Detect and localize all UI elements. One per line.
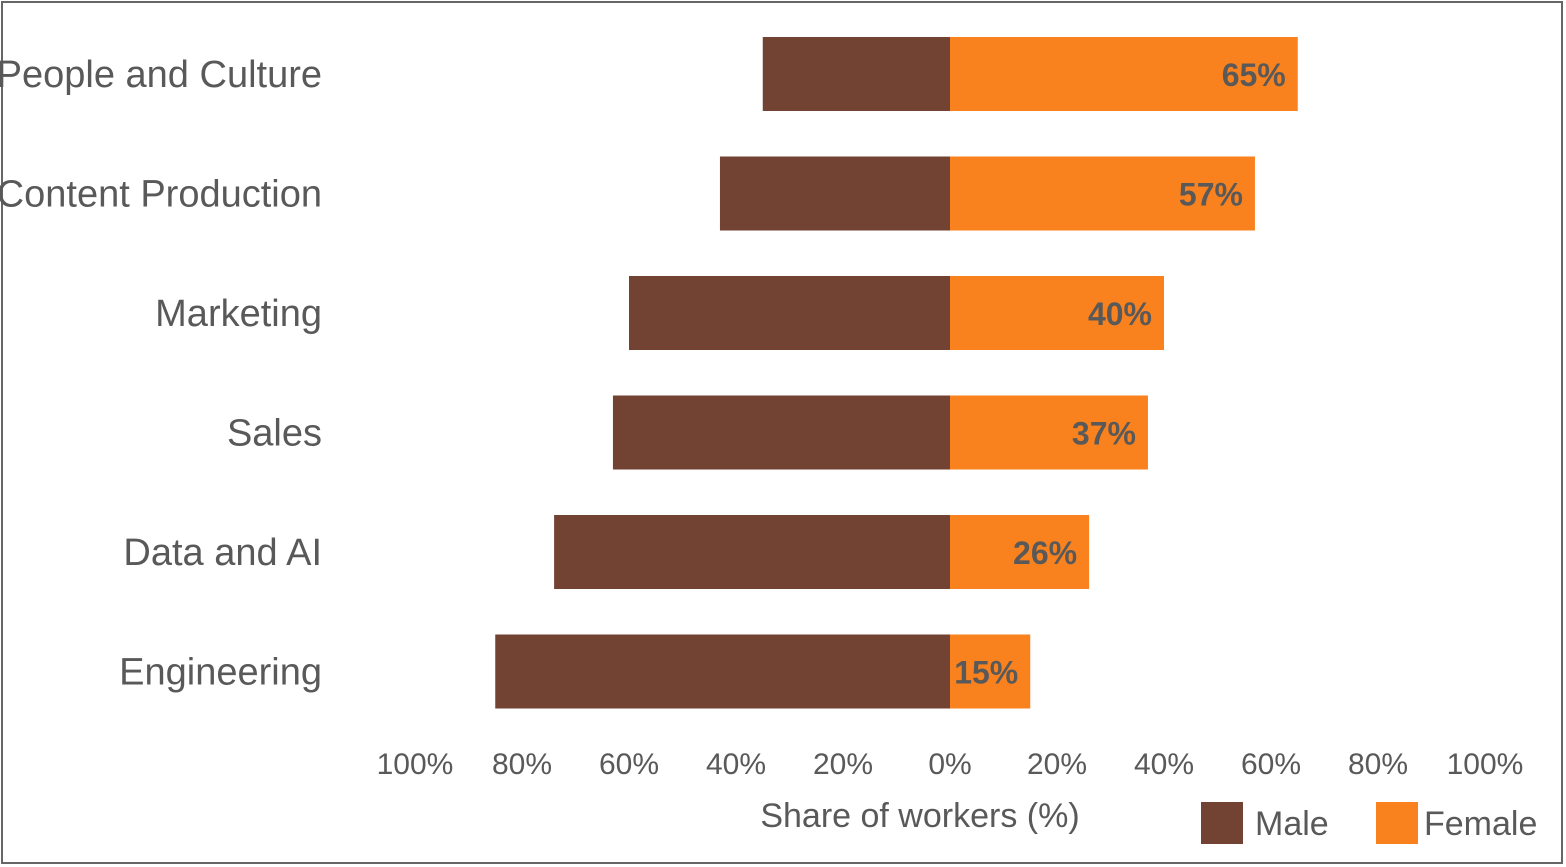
- bars-group: [495, 37, 1298, 709]
- data-labels: 65% 57% 40% 37% 26% 15%: [954, 57, 1286, 691]
- x-axis-title: Share of workers (%): [760, 797, 1079, 835]
- x-tick-label: 100%: [377, 748, 454, 781]
- bar-female-data-and-ai: [950, 515, 1090, 589]
- bar-male-data-and-ai: [554, 515, 950, 589]
- category-labels: People and Culture Content Production Mark…: [0, 54, 322, 694]
- category-label-marketing: Marketing: [155, 293, 322, 335]
- data-label-female-sales: 37%: [1072, 416, 1136, 452]
- category-label-engineering: Engineering: [119, 652, 322, 694]
- legend-label-male: Male: [1255, 805, 1329, 843]
- x-tick-label: 20%: [813, 748, 873, 781]
- bar-male-content-production: [719, 156, 950, 231]
- data-label-female-people-and-culture: 65%: [1222, 57, 1286, 93]
- bar-male-engineering: [495, 634, 950, 709]
- bar-male-marketing: [629, 276, 950, 350]
- x-tick-label: 80%: [1348, 748, 1408, 781]
- bar-female-sales: [950, 395, 1148, 470]
- x-tick-label: 0%: [928, 748, 971, 781]
- bar-male-people-and-culture: [762, 37, 950, 111]
- x-tick-label: 60%: [599, 748, 659, 781]
- bar-female-people-and-culture: [950, 37, 1298, 111]
- x-tick-label: 40%: [1134, 748, 1194, 781]
- bar-female-marketing: [950, 276, 1164, 350]
- bar-female-content-production: [950, 156, 1255, 231]
- legend-swatch-male: [1201, 802, 1243, 844]
- data-label-female-content-production: 57%: [1179, 177, 1243, 213]
- category-label-people-and-culture: People and Culture: [0, 54, 322, 96]
- legend-swatch-female: [1376, 802, 1418, 844]
- x-tick-label: 40%: [706, 748, 766, 781]
- x-tick-label: 100%: [1447, 748, 1524, 781]
- legend-label-female: Female: [1424, 805, 1537, 843]
- x-tick-label: 60%: [1241, 748, 1301, 781]
- data-label-female-marketing: 40%: [1088, 296, 1152, 332]
- data-label-female-engineering: 15%: [954, 655, 1018, 691]
- category-label-content-production: Content Production: [0, 174, 322, 216]
- legend: Male Female: [1201, 802, 1537, 844]
- x-axis-ticks: 100% 80% 60% 40% 20% 0% 20% 40% 60% 80% 100%: [377, 748, 1524, 781]
- bar-male-sales: [612, 395, 950, 470]
- bar-female-engineering: [950, 634, 1031, 709]
- category-label-data-and-ai: Data and AI: [123, 532, 322, 574]
- data-label-female-data-and-ai: 26%: [1013, 535, 1077, 571]
- x-tick-label: 80%: [492, 748, 552, 781]
- category-label-sales: Sales: [227, 413, 322, 455]
- x-tick-label: 20%: [1027, 748, 1087, 781]
